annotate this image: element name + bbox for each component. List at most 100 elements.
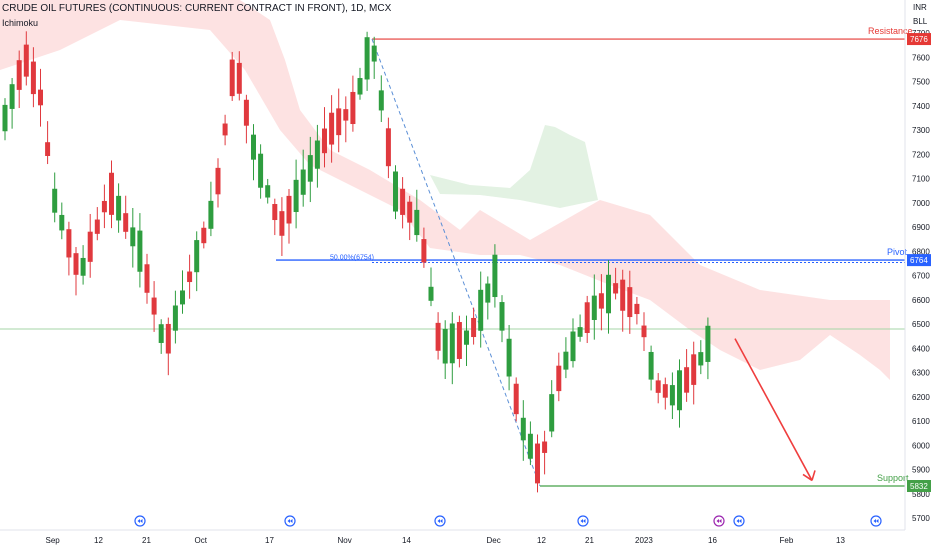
support-price-tag: [907, 480, 931, 493]
y-tick-label: 7200: [912, 150, 930, 159]
y-tick-label: 7000: [912, 199, 930, 208]
candle-body: [357, 78, 363, 95]
indicator-label[interactable]: Ichimoku: [2, 18, 39, 28]
support-label: Support: [877, 473, 909, 483]
candle-body: [577, 327, 583, 337]
ichimoku-bull-cloud: [430, 125, 598, 208]
x-tick-label: Dec: [487, 536, 501, 545]
y-tick-label: 6600: [912, 296, 930, 305]
currency-label: INR: [913, 3, 927, 12]
candle-body: [400, 188, 406, 215]
candle-body: [279, 211, 285, 236]
candle-body: [549, 394, 555, 432]
candle-body: [698, 352, 704, 366]
y-tick-label: 6700: [912, 272, 930, 281]
candle-body: [662, 384, 668, 398]
candle-body: [684, 367, 690, 393]
candle-body: [563, 351, 569, 370]
candle-body: [435, 322, 441, 351]
y-tick-label: 7400: [912, 102, 930, 111]
candle-body: [73, 253, 79, 275]
candle-body: [243, 99, 249, 126]
candle-body: [535, 443, 540, 484]
candle-body: [94, 219, 100, 234]
candle-body: [144, 264, 150, 293]
event-icon-glyph: [137, 519, 143, 523]
event-icon-glyph: [437, 519, 443, 523]
candle-body: [648, 351, 654, 380]
candle-body: [520, 417, 526, 441]
candle-body: [677, 370, 682, 411]
x-tick-label: Nov: [338, 536, 352, 545]
candle-body: [499, 302, 505, 331]
projection-arrow[interactable]: [734, 338, 813, 481]
candle-body: [307, 155, 313, 182]
candle-body: [336, 108, 342, 136]
x-tick-label: 16: [708, 536, 717, 545]
x-tick-label: Sep: [46, 536, 61, 545]
x-tick-label: 12: [537, 536, 546, 545]
candle-body: [137, 230, 143, 272]
candle-body: [201, 227, 207, 244]
trend-line[interactable]: [371, 38, 541, 487]
candle-body: [272, 204, 278, 221]
candle-body: [655, 380, 661, 393]
candle-body: [66, 229, 72, 258]
support-price-tag-text: 5832: [910, 482, 928, 491]
candle-body: [258, 153, 264, 188]
y-tick-label: 6500: [912, 320, 930, 329]
candle-body: [641, 325, 647, 338]
candle-body: [421, 239, 427, 263]
candle-body: [364, 37, 370, 80]
y-tick-label: 6800: [912, 247, 930, 256]
candle-body: [442, 328, 448, 364]
candle-body: [329, 112, 335, 145]
candle-body: [172, 305, 178, 331]
y-tick-label: 5900: [912, 466, 930, 475]
x-tick-label: 17: [265, 536, 274, 545]
candle-body: [485, 283, 491, 303]
candle-body: [314, 140, 320, 169]
candle-body: [300, 169, 306, 195]
candle-body: [194, 240, 200, 273]
pivot-price-tag: [907, 254, 931, 267]
candle-body: [215, 167, 221, 195]
pivot-label: Pivot: [887, 247, 908, 257]
candle-body: [123, 213, 129, 232]
y-tick-label: 6000: [912, 441, 930, 450]
candle-body: [385, 128, 391, 167]
candle-body: [52, 188, 58, 213]
candle-body: [158, 324, 164, 343]
y-tick-label: 6100: [912, 417, 930, 426]
candle-body: [116, 195, 122, 221]
y-tick-label: 6300: [912, 369, 930, 378]
candle-body: [9, 84, 15, 109]
candle-body: [634, 303, 640, 315]
candle-body: [556, 365, 562, 392]
x-tick-label: 13: [836, 536, 845, 545]
candle-body: [229, 59, 235, 97]
x-tick-label: 21: [142, 536, 151, 545]
x-tick-label: 2023: [635, 536, 653, 545]
candle-body: [322, 128, 327, 154]
event-icon-glyph: [580, 519, 586, 523]
candle-body: [471, 317, 477, 338]
y-tick-label: 7600: [912, 53, 930, 62]
candle-body: [613, 283, 619, 294]
candle-body: [407, 201, 413, 223]
candle-body: [492, 254, 498, 298]
y-tick-label: 6400: [912, 344, 930, 353]
candle-body: [45, 142, 51, 156]
candle-body: [165, 323, 171, 354]
candle-body: [378, 90, 384, 111]
y-tick-label: 5800: [912, 490, 930, 499]
candle-body: [265, 185, 271, 198]
y-tick-label: 7500: [912, 78, 930, 87]
candle-body: [705, 325, 711, 362]
chart-title: CRUDE OIL FUTURES (CONTINUOUS: CURRENT C…: [2, 3, 392, 14]
candle-body: [87, 231, 93, 262]
y-tick-label: 6900: [912, 223, 930, 232]
candle-body: [393, 171, 398, 212]
candle-body: [208, 200, 214, 229]
